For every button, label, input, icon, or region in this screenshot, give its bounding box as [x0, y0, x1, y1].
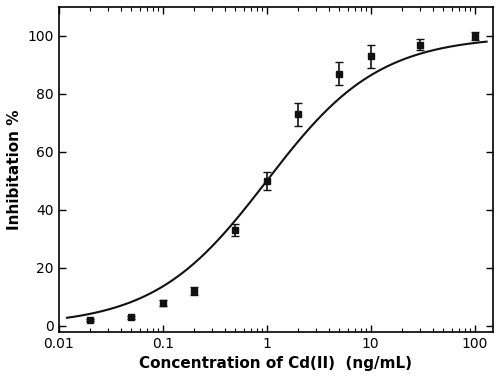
X-axis label: Concentration of Cd(II)  (ng/mL): Concentration of Cd(II) (ng/mL) [140, 356, 412, 371]
Y-axis label: Inhibitation %: Inhibitation % [7, 109, 22, 229]
